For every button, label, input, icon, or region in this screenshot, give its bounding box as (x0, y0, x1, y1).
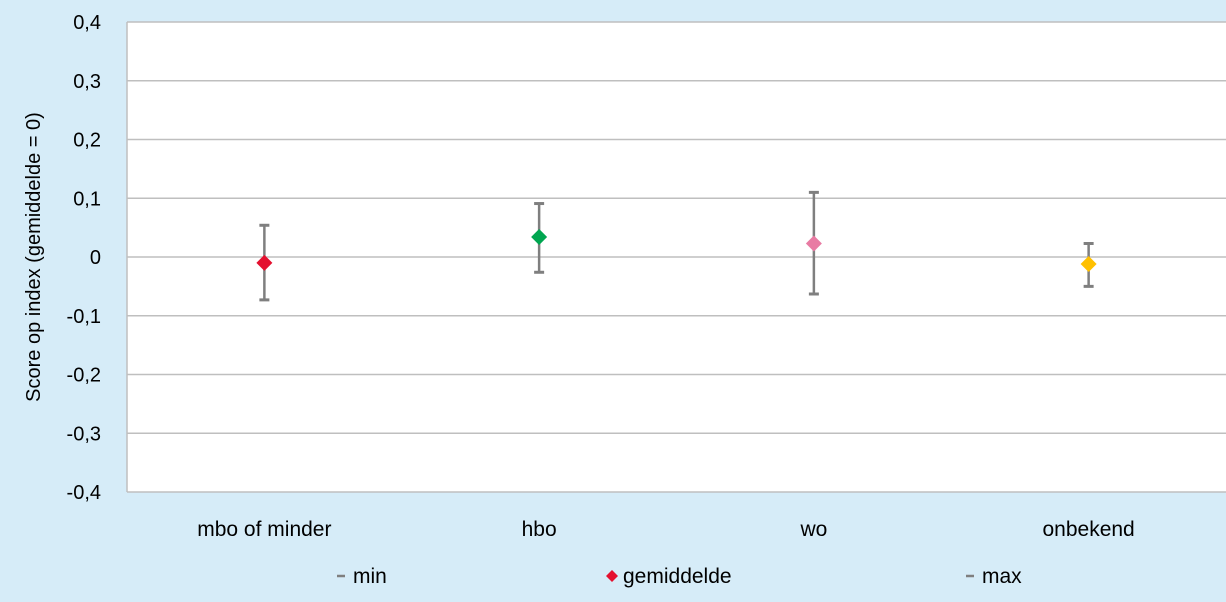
legend: min gemiddelde max (337, 565, 1022, 588)
x-tick-label: onbekend (1042, 518, 1134, 541)
legend-min-label: min (353, 565, 387, 588)
y-tick-label: -0,3 (67, 423, 101, 445)
data-series (256, 190, 1097, 302)
y-tick-label: 0 (90, 247, 101, 269)
y-tick-label: 0,3 (73, 71, 101, 93)
y-tick-label: 0,1 (73, 188, 101, 210)
y-tick-label: 0,4 (73, 12, 101, 34)
y-tick-label: -0,1 (67, 306, 101, 328)
y-tick-labels: 0,4 0,3 0,2 0,1 0 -0,1 -0,2 -0,3 -0,4 (67, 12, 101, 504)
y-tick-label: -0,4 (67, 482, 101, 504)
legend-max-label: max (982, 565, 1022, 588)
legend-gemiddelde-label: gemiddelde (623, 565, 732, 588)
gridlines (126, 21, 1226, 493)
mean-marker (256, 254, 273, 271)
mean-marker (805, 235, 822, 252)
y-tick-label: 0,2 (73, 130, 101, 152)
legend-gemiddelde-symbol (606, 570, 618, 582)
x-tick-label: wo (799, 518, 827, 541)
mean-marker (531, 229, 548, 246)
mean-marker (1080, 256, 1097, 273)
y-axis-label: Score op index (gemiddelde = 0) (23, 112, 45, 402)
x-tick-labels: mbo of minder hbo wo onbekend (197, 518, 1135, 541)
x-tick-label: hbo (522, 518, 557, 541)
x-tick-label: mbo of minder (197, 518, 331, 541)
y-tick-label: -0,2 (67, 365, 101, 387)
